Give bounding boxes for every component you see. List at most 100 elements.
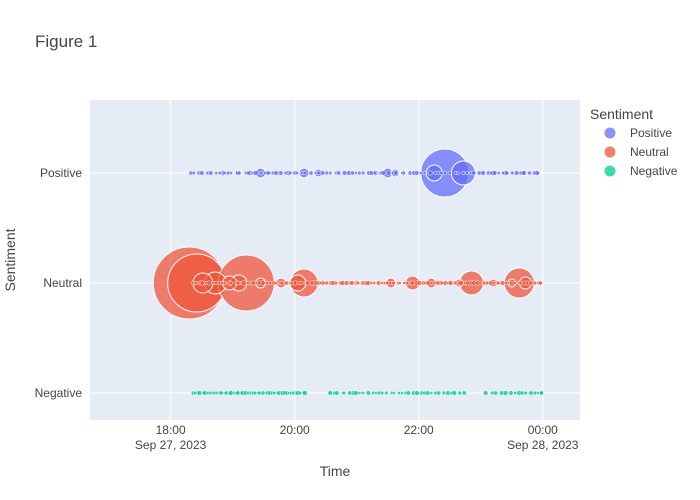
data-point-negative[interactable] <box>219 390 224 396</box>
data-point-neutral[interactable] <box>458 280 464 286</box>
data-point-positive[interactable] <box>401 171 406 175</box>
data-point-positive[interactable] <box>414 170 420 176</box>
data-point-neutral[interactable] <box>397 281 402 285</box>
data-point-neutral[interactable] <box>513 281 517 285</box>
data-point-neutral[interactable] <box>228 280 234 286</box>
data-point-neutral[interactable] <box>199 280 205 286</box>
data-point-negative[interactable] <box>272 390 277 396</box>
data-point-neutral[interactable] <box>333 280 338 286</box>
data-point-positive[interactable] <box>357 170 362 176</box>
data-point-negative[interactable] <box>384 390 389 396</box>
data-point-negative[interactable] <box>457 390 462 396</box>
data-point-neutral[interactable] <box>299 280 304 286</box>
data-point-positive[interactable] <box>265 170 271 176</box>
data-point-neutral[interactable] <box>504 281 509 285</box>
data-point-positive[interactable] <box>273 170 279 176</box>
data-point-positive[interactable] <box>461 171 466 175</box>
data-point-positive[interactable] <box>393 170 399 176</box>
data-point-neutral[interactable] <box>235 280 241 286</box>
legend-item-positive[interactable]: Positive <box>603 126 672 140</box>
data-point-positive[interactable] <box>386 170 392 176</box>
data-point-negative[interactable] <box>508 390 514 396</box>
data-point-neutral[interactable] <box>499 280 506 286</box>
data-point-neutral[interactable] <box>349 280 355 286</box>
data-point-positive[interactable] <box>534 170 540 176</box>
data-point-positive[interactable] <box>341 170 348 176</box>
data-point-negative[interactable] <box>483 390 489 396</box>
data-point-positive[interactable] <box>504 170 510 176</box>
data-point-positive[interactable] <box>208 170 214 176</box>
data-point-positive[interactable] <box>492 170 498 176</box>
data-point-negative[interactable] <box>513 391 517 395</box>
data-point-neutral[interactable] <box>213 280 218 286</box>
data-point-positive[interactable] <box>350 170 355 176</box>
data-point-positive[interactable] <box>191 170 196 176</box>
data-point-positive[interactable] <box>199 170 205 176</box>
data-point-neutral[interactable] <box>241 280 247 286</box>
data-point-positive[interactable] <box>480 170 486 176</box>
data-point-negative[interactable] <box>361 391 366 395</box>
data-point-positive[interactable] <box>324 170 329 176</box>
data-point-negative[interactable] <box>538 390 544 396</box>
data-point-neutral[interactable] <box>404 281 409 285</box>
data-point-positive[interactable] <box>521 170 527 176</box>
data-point-negative[interactable] <box>342 391 347 395</box>
data-point-neutral[interactable] <box>193 280 198 286</box>
data-point-neutral[interactable] <box>356 281 361 285</box>
data-point-positive[interactable] <box>278 170 284 176</box>
data-point-positive[interactable] <box>288 170 293 176</box>
data-point-neutral[interactable] <box>528 280 534 286</box>
data-point-positive[interactable] <box>418 171 423 175</box>
data-point-neutral[interactable] <box>324 280 329 286</box>
data-point-negative[interactable] <box>523 390 528 396</box>
data-point-neutral[interactable] <box>453 280 458 286</box>
data-point-negative[interactable] <box>396 391 401 395</box>
data-point-negative[interactable] <box>519 390 525 396</box>
data-point-positive[interactable] <box>258 170 263 176</box>
data-point-neutral[interactable] <box>279 280 284 286</box>
data-point-positive[interactable] <box>214 171 219 175</box>
data-point-neutral[interactable] <box>387 280 393 286</box>
data-point-negative[interactable] <box>302 390 308 396</box>
data-point-negative[interactable] <box>414 390 420 396</box>
legend-item-neutral[interactable]: Neutral <box>603 145 669 159</box>
data-point-neutral[interactable] <box>435 280 441 286</box>
data-point-neutral[interactable] <box>222 281 227 285</box>
data-point-negative[interactable] <box>391 391 396 395</box>
data-point-neutral[interactable] <box>538 280 543 286</box>
data-point-positive[interactable] <box>360 170 366 176</box>
data-point-positive[interactable] <box>527 170 532 176</box>
data-point-positive[interactable] <box>217 170 222 176</box>
data-point-negative[interactable] <box>353 390 359 396</box>
data-point-negative[interactable] <box>214 391 219 395</box>
data-point-positive[interactable] <box>422 171 427 175</box>
data-point-negative[interactable] <box>503 390 509 396</box>
data-point-positive[interactable] <box>354 171 358 175</box>
data-point-negative[interactable] <box>357 391 362 395</box>
data-point-neutral[interactable] <box>391 280 396 286</box>
data-point-neutral[interactable] <box>490 280 496 286</box>
data-point-positive[interactable] <box>302 170 308 176</box>
data-point-neutral[interactable] <box>375 280 382 286</box>
data-point-positive[interactable] <box>253 170 259 176</box>
data-point-positive[interactable] <box>336 170 342 176</box>
data-point-neutral[interactable] <box>478 281 483 285</box>
data-point-negative[interactable] <box>400 391 404 395</box>
legend-item-negative[interactable]: Negative <box>603 164 678 178</box>
data-point-negative[interactable] <box>532 390 538 396</box>
data-point-positive[interactable] <box>455 171 460 175</box>
data-point-positive[interactable] <box>294 170 299 176</box>
data-point-positive[interactable] <box>514 170 520 176</box>
data-point-positive[interactable] <box>471 170 477 176</box>
data-point-neutral[interactable] <box>509 280 514 286</box>
data-point-positive[interactable] <box>427 170 433 176</box>
data-point-positive[interactable] <box>380 170 386 176</box>
data-point-positive[interactable] <box>283 170 288 176</box>
data-point-neutral[interactable] <box>206 280 212 286</box>
data-point-neutral[interactable] <box>448 280 454 286</box>
data-point-neutral[interactable] <box>260 280 266 286</box>
data-point-neutral[interactable] <box>496 280 501 286</box>
data-point-positive[interactable] <box>308 170 314 176</box>
data-point-neutral[interactable] <box>532 280 537 286</box>
